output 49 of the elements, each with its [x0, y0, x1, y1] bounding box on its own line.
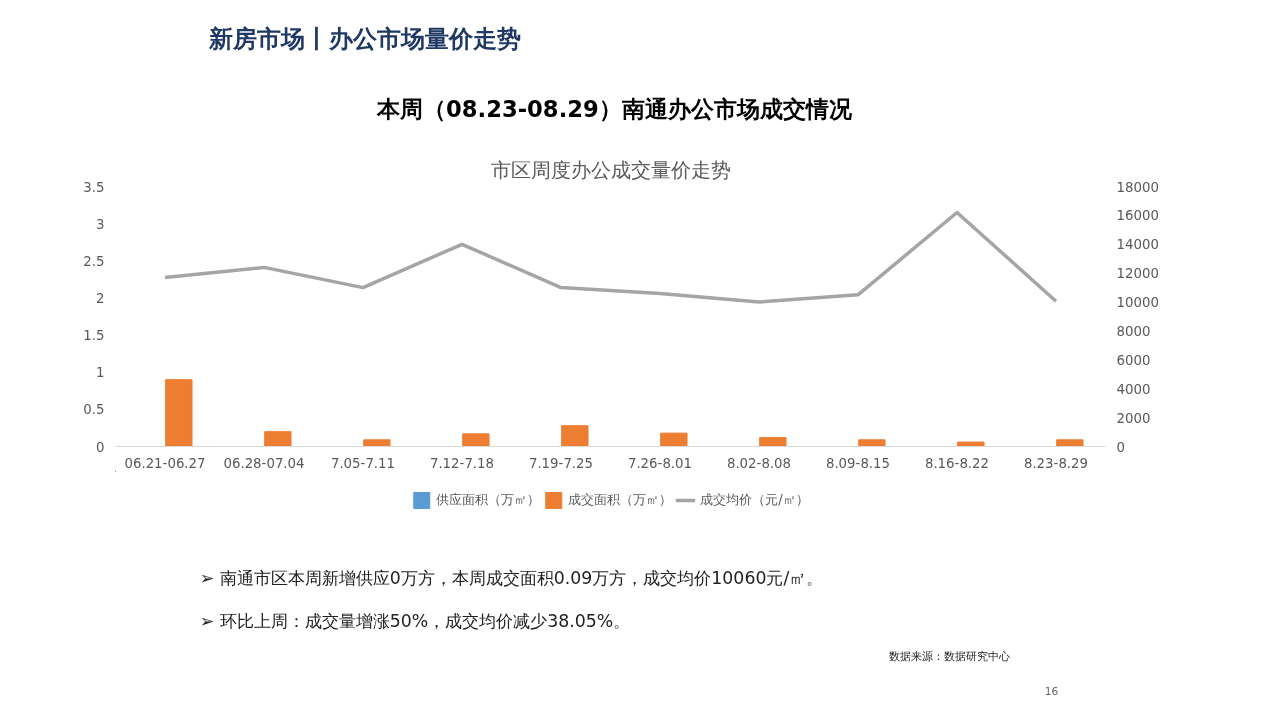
- y2-tick-label: 12000: [1116, 266, 1159, 282]
- bar: [165, 379, 193, 447]
- chart-subtitle: 本周（08.23-08.29）南通办公市场成交情况: [376, 95, 853, 122]
- x-tick-label: 8.02-8.08: [726, 455, 792, 471]
- source-note: 数据来源：数据研究中心: [889, 650, 1011, 663]
- y-tick-label: 2.5: [83, 253, 105, 269]
- y-tick-label: 0.5: [83, 402, 105, 418]
- text: 新房市场丨办公市场量价走势: [208, 24, 522, 53]
- legend-label: 成交均价（元/㎡）: [700, 491, 809, 509]
- text: 16: [1044, 684, 1059, 698]
- y2-tick-label: 2000: [1116, 410, 1151, 426]
- bar: [759, 437, 787, 447]
- chart-title: 市区周度办公成交量价走势: [490, 157, 731, 182]
- y-tick-label: 3: [96, 216, 105, 232]
- bar: [264, 431, 292, 447]
- bar: [858, 439, 886, 447]
- x-tick-label: 7.19-7.25: [528, 455, 594, 471]
- x-tick-label: 8.09-8.15: [825, 455, 891, 471]
- y2-tick-label: 0: [1116, 439, 1125, 455]
- y2-tick-label: 14000: [1116, 237, 1159, 253]
- x-tick-label: 7.12-7.18: [429, 455, 495, 471]
- y-tick-label: 2: [96, 290, 105, 306]
- y2-tick-label: 4000: [1116, 381, 1151, 397]
- y2-tick-label: 10000: [1116, 295, 1159, 311]
- bar: [561, 425, 589, 447]
- x-tick-label: 06.28-07.04: [223, 455, 305, 471]
- bar: [1056, 439, 1084, 447]
- y-tick-label: 3.5: [83, 179, 105, 195]
- x-tick-label: 06.21-06.27: [124, 455, 206, 471]
- legend-label: 供应面积（万㎡）: [436, 491, 541, 509]
- y-tick-label: 1: [96, 365, 105, 381]
- y-tick-label: 1.5: [83, 328, 105, 344]
- text: ➢ 环比上周：成交量增涨50%，成交均价减少38.05%。: [199, 610, 631, 631]
- bar: [462, 433, 490, 447]
- x-tick-label: 8.16-8.22: [924, 455, 990, 471]
- y2-tick-label: 8000: [1116, 323, 1151, 339]
- bar: [957, 441, 985, 447]
- legend-label: 成交面积（万㎡）: [568, 491, 673, 509]
- x-tick-label: 8.23-8.29: [1023, 455, 1089, 471]
- y2-tick-label: 16000: [1116, 208, 1159, 224]
- line-series: [163, 210, 1058, 304]
- y2-tick-label: 18000: [1116, 179, 1159, 195]
- x-tick-label: 7.05-7.11: [330, 455, 396, 471]
- bar: [363, 439, 391, 447]
- text: ➢ 南通市区本周新增供应0万方，本周成交面积0.09万方，成交均价10060元/㎡。: [199, 567, 824, 588]
- y-tick-label: 0: [96, 439, 105, 455]
- bar: [660, 432, 688, 447]
- y2-tick-label: 6000: [1116, 352, 1151, 368]
- x-tick-label: 7.26-8.01: [627, 455, 693, 471]
